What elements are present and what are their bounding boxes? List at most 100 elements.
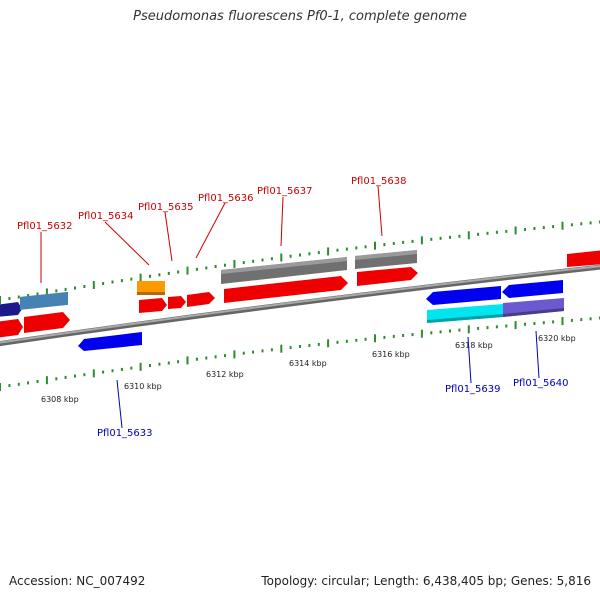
major-tick [327, 339, 330, 348]
major-tick [92, 369, 95, 378]
gene-arrow[interactable] [139, 298, 167, 313]
scale-label: 6314 kbp [289, 359, 327, 368]
major-tick [233, 259, 236, 268]
gene-arrow[interactable] [567, 250, 600, 267]
minor-tick [495, 325, 498, 329]
major-tick [92, 281, 95, 289]
minor-tick [533, 227, 536, 230]
major-tick [0, 296, 1, 304]
steelblue-feature[interactable] [20, 291, 68, 310]
minor-tick [580, 318, 583, 322]
minor-tick [308, 252, 311, 256]
minor-tick [102, 282, 105, 285]
minor-tick [317, 342, 320, 346]
major-tick [280, 344, 283, 353]
gene-label[interactable]: Pfl01_5640 [513, 378, 569, 389]
gene-arrow[interactable] [357, 267, 418, 286]
gene-label[interactable]: Pfl01_5638 [351, 176, 407, 187]
minor-tick [177, 360, 180, 364]
gene-label[interactable]: Pfl01_5637 [257, 186, 313, 197]
minor-tick [64, 375, 67, 379]
major-tick [186, 356, 189, 365]
top-leader-lines [40, 185, 383, 283]
gene-arrow[interactable] [224, 276, 348, 303]
gene-label[interactable]: Pfl01_5632 [17, 221, 73, 232]
minor-tick [336, 340, 339, 344]
minor-tick [364, 245, 367, 249]
gene-arrow[interactable] [24, 312, 70, 333]
minor-tick [17, 295, 20, 299]
minor-tick [83, 373, 86, 377]
minor-tick [74, 374, 76, 378]
minor-tick [214, 265, 217, 268]
minor-tick [430, 331, 433, 335]
minor-tick [205, 266, 208, 270]
minor-tick [524, 322, 526, 326]
gene-label[interactable]: Pfl01_5633 [97, 428, 153, 439]
gene-label[interactable]: Pfl01_5636 [198, 193, 254, 204]
outer-tick-ring [0, 220, 600, 304]
gene-arrow[interactable] [0, 302, 22, 317]
major-tick [45, 288, 48, 297]
scale-label: 6316 kbp [372, 350, 410, 359]
minor-tick [55, 289, 58, 293]
minor-tick [570, 318, 573, 322]
major-tick [420, 236, 423, 245]
minor-tick [224, 263, 226, 267]
scale-label: 6312 kbp [206, 370, 244, 379]
minor-tick [477, 232, 480, 236]
minor-tick [486, 231, 489, 235]
major-tick [233, 350, 236, 359]
major-tick [467, 231, 470, 240]
minor-tick [289, 346, 292, 350]
minor-tick [308, 343, 311, 347]
minor-tick [589, 221, 592, 225]
minor-tick [336, 248, 339, 252]
gene-arrow[interactable] [502, 280, 563, 298]
gene-label[interactable]: Pfl01_5634 [78, 211, 134, 222]
scale-label: 6320 kbp [538, 334, 576, 343]
minor-tick [449, 329, 451, 333]
gene-label[interactable]: Pfl01_5635 [138, 202, 194, 213]
major-tick [561, 221, 564, 230]
major-tick [327, 247, 330, 256]
gene-arrow[interactable] [426, 286, 501, 305]
minor-tick [252, 259, 255, 263]
inner-tick-ring [0, 316, 600, 391]
minor-tick [392, 334, 395, 338]
map-title: Pseudomonas fluorescens Pf0-1, complete … [133, 9, 467, 24]
minor-tick [158, 273, 161, 277]
gene-arrow[interactable] [187, 292, 215, 307]
minor-tick [439, 330, 442, 334]
minor-tick [167, 271, 170, 275]
minor-tick [411, 333, 414, 337]
orange-feature[interactable] [137, 281, 165, 294]
minor-tick [580, 222, 583, 226]
gene-arrow[interactable] [0, 319, 23, 338]
minor-tick [449, 235, 451, 239]
minor-tick [102, 370, 105, 374]
scale-label: 6308 kbp [41, 395, 79, 404]
minor-tick [130, 366, 133, 370]
major-tick [514, 226, 517, 235]
minor-tick [439, 236, 442, 240]
gene-arrow[interactable] [168, 296, 186, 309]
minor-tick [120, 279, 123, 283]
minor-tick [270, 257, 273, 261]
minor-tick [158, 362, 161, 366]
minor-tick [261, 349, 264, 353]
minor-tick [542, 321, 545, 325]
minor-tick [74, 286, 76, 290]
major-tick [0, 383, 1, 391]
minor-tick [36, 380, 39, 383]
minor-tick [64, 287, 67, 291]
minor-tick [8, 384, 11, 388]
minor-tick [27, 294, 30, 297]
gene-arrow[interactable] [78, 332, 142, 351]
minor-tick [83, 285, 86, 288]
major-tick [280, 253, 283, 262]
minor-tick [392, 242, 395, 245]
minor-tick [552, 225, 555, 229]
gene-label[interactable]: Pfl01_5639 [445, 384, 501, 395]
minor-tick [345, 339, 348, 343]
